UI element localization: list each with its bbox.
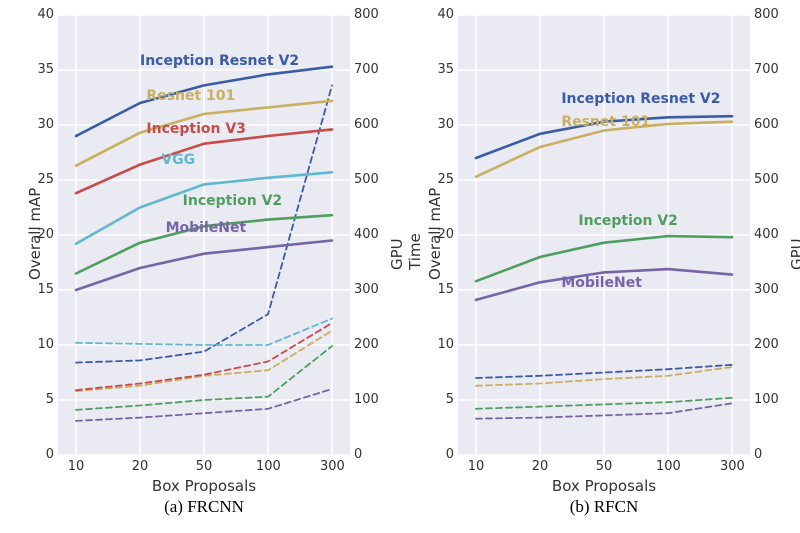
y-right-tick-label: 800 [354,7,379,22]
panel-frcnn: Inception Resnet V2 Resnet 101 Inception V… [10,10,390,520]
y-left-tick-label: 25 [437,172,454,187]
y-left-tick-label: 10 [437,337,454,352]
y-right-tick-label: 800 [754,7,779,22]
x-axis-label: Box Proposals [458,477,750,495]
series-label-inception_resnet_v2: Inception Resnet V2 [140,54,299,68]
y-left-tick-label: 15 [37,282,54,297]
y-left-tick-label: 30 [437,117,454,132]
y-right-tick-label: 500 [754,172,779,187]
x-tick-label: 300 [320,459,344,474]
y-left-tick-label: 30 [37,117,54,132]
y-left-tick-label: 0 [446,447,454,462]
series-label-resnet_101: Resnet 101 [561,115,650,129]
y-right-tick-label: 500 [354,172,379,187]
y-left-tick-label: 25 [37,172,54,187]
x-tick-label: 50 [192,459,216,474]
y-right-tick-label: 300 [354,282,379,297]
y-left-axis-label: Overall mAP [26,188,44,280]
panel-rfcn: Inception Resnet V2 Resnet 101 Inception V… [410,10,790,520]
series-label-vgg: VGG [161,153,195,167]
y-right-tick-label: 600 [754,117,779,132]
y-left-tick-label: 15 [437,282,454,297]
chart-svg [410,10,790,520]
x-axis-label: Box Proposals [58,477,350,495]
x-tick-label: 300 [720,459,744,474]
figure: Inception Resnet V2 Resnet 101 Inception V… [0,0,800,533]
y-right-tick-label: 200 [354,337,379,352]
y-right-axis-label: GPU Time [788,233,800,270]
y-right-tick-label: 600 [354,117,379,132]
y-left-tick-label: 40 [437,7,454,22]
y-left-tick-label: 0 [46,447,54,462]
series-label-resnet_101: Resnet 101 [146,89,235,103]
x-tick-label: 10 [464,459,488,474]
gridlines [458,15,750,455]
series-label-inception_v2: Inception V2 [578,214,678,228]
y-left-tick-label: 5 [446,392,454,407]
x-tick-label: 100 [256,459,280,474]
y-right-tick-label: 0 [754,447,762,462]
x-tick-label: 100 [656,459,680,474]
y-right-tick-label: 300 [754,282,779,297]
series-label-mobilenet: MobileNet [166,221,247,235]
y-right-tick-label: 200 [754,337,779,352]
y-right-tick-label: 400 [754,227,779,242]
y-left-tick-label: 10 [37,337,54,352]
panel-caption: (a) FRCNN [58,497,350,517]
series-label-inception_v2: Inception V2 [183,194,283,208]
y-left-tick-label: 35 [437,62,454,77]
y-right-tick-label: 0 [354,447,362,462]
y-right-tick-label: 400 [354,227,379,242]
y-left-axis-label: Overall mAP [426,188,444,280]
panel-caption: (b) RFCN [458,497,750,517]
x-tick-label: 20 [128,459,152,474]
series-label-inception_v3: Inception V3 [146,122,246,136]
series-label-inception_resnet_v2: Inception Resnet V2 [561,92,720,106]
x-tick-label: 10 [64,459,88,474]
y-right-tick-label: 100 [354,392,379,407]
x-tick-label: 50 [592,459,616,474]
y-left-tick-label: 35 [37,62,54,77]
y-right-tick-label: 700 [754,62,779,77]
y-right-tick-label: 700 [354,62,379,77]
series-label-mobilenet: MobileNet [561,276,642,290]
chart-svg [10,10,390,520]
y-left-tick-label: 40 [37,7,54,22]
y-right-tick-label: 100 [754,392,779,407]
y-left-tick-label: 5 [46,392,54,407]
x-tick-label: 20 [528,459,552,474]
